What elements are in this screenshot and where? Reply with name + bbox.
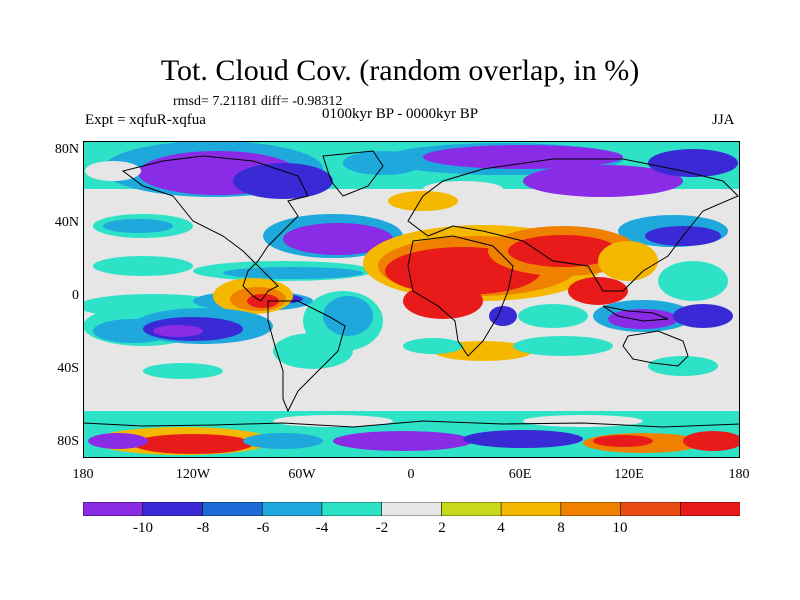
season-label: JJA — [712, 112, 735, 128]
colorbar-cell — [261, 502, 323, 516]
colorbar-cell — [560, 502, 622, 516]
coast-eurasia — [407, 158, 739, 292]
colorbar-cell — [381, 502, 443, 516]
period-label: 0100kyr BP - 0000kyr BP — [322, 106, 479, 122]
coast-indonesia — [602, 305, 669, 322]
lon-label-120e: 120E — [614, 467, 644, 482]
coastlines — [83, 150, 740, 428]
field-north-midlat — [93, 191, 728, 281]
coast-antarctica — [83, 420, 740, 428]
colorbar-label-2: 2 — [438, 520, 446, 536]
lon-label-180w: 180 — [72, 467, 94, 482]
colorbar-cell — [620, 502, 682, 516]
cloud-cover-map — [83, 141, 740, 458]
field-south-midlat — [143, 333, 718, 379]
lat-label-0: 0 — [72, 288, 79, 303]
colorbar-label-neg2: -2 — [375, 520, 389, 536]
field-arctic — [83, 141, 740, 199]
experiment-label: Expt = xqfuR-xqfua — [85, 112, 206, 128]
lat-label-80n: 80N — [54, 142, 79, 157]
colorbar — [83, 502, 740, 516]
colorbar-label-4: 4 — [497, 520, 505, 536]
colorbar-label-10: 10 — [612, 520, 628, 536]
stats-line: rmsd= 7.21181 diff= -0.98312 — [173, 94, 343, 109]
lon-label-0: 0 — [407, 467, 415, 482]
colorbar-label-neg6: -6 — [256, 520, 270, 536]
colorbar-label-neg8: -8 — [196, 520, 210, 536]
colorbar-cell — [441, 502, 502, 516]
lat-label-40n: 40N — [54, 215, 79, 230]
lat-label-80s: 80S — [57, 434, 79, 449]
colorbar-label-neg10: -10 — [133, 520, 153, 536]
colorbar-label-neg4: -4 — [315, 520, 329, 536]
map-title: Tot. Cloud Cov. (random overlap, in %) — [160, 54, 640, 87]
coast-australia — [622, 330, 689, 367]
coast-south-america — [267, 300, 346, 413]
colorbar-cell — [202, 502, 263, 516]
coast-greenland — [322, 150, 384, 197]
coast-north-america — [121, 155, 309, 302]
lat-label-40s: 40S — [57, 361, 79, 376]
colorbar-cell — [500, 502, 562, 516]
colorbar-cell — [321, 502, 383, 516]
map-frame — [83, 141, 740, 458]
colorbar-cell — [142, 502, 204, 516]
coast-africa — [407, 235, 514, 357]
lon-label-60w: 60W — [288, 467, 316, 482]
lon-label-120w: 120W — [175, 467, 211, 482]
colorbar-cell — [679, 502, 740, 516]
field-tropics — [83, 261, 733, 351]
field-antarctic — [83, 411, 740, 458]
colorbar-cell — [83, 502, 144, 516]
field-eurasia-africa — [363, 225, 658, 326]
colorbar-label-8: 8 — [557, 520, 565, 536]
lon-label-180e: 180 — [728, 467, 750, 482]
lon-label-60e: 60E — [508, 467, 532, 482]
